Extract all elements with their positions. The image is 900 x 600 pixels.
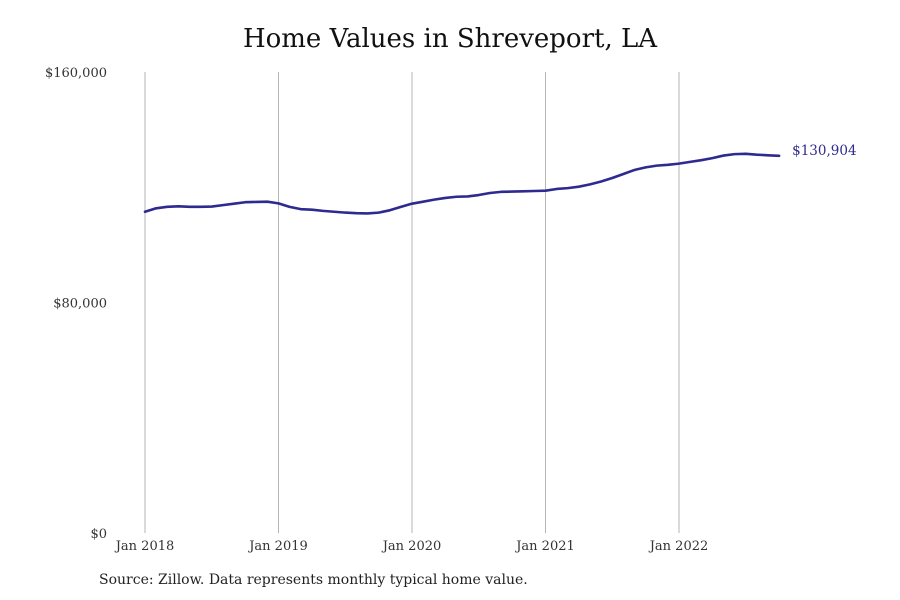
y-tick-label: $0 bbox=[90, 527, 107, 542]
x-tick-label: Jan 2022 bbox=[648, 539, 709, 554]
x-tick-label: Jan 2019 bbox=[247, 539, 308, 554]
gridlines bbox=[144, 72, 680, 533]
y-tick-label: $160,000 bbox=[45, 66, 107, 81]
chart-title: Home Values in Shreveport, LA bbox=[242, 24, 658, 54]
y-axis-ticks: $0 $80,000 $160,000 bbox=[45, 66, 107, 542]
home-value-line bbox=[143, 152, 781, 215]
y-tick-label: $80,000 bbox=[53, 297, 107, 312]
x-tick-label: Jan 2018 bbox=[114, 539, 175, 554]
end-value-label: $130,904 bbox=[792, 143, 856, 159]
source-note: Source: Zillow. Data represents monthly … bbox=[99, 572, 528, 588]
x-tick-label: Jan 2020 bbox=[381, 539, 442, 554]
x-tick-label: Jan 2021 bbox=[514, 539, 575, 554]
x-axis-ticks: Jan 2018 Jan 2019 Jan 2020 Jan 2021 Jan 2022 bbox=[114, 539, 709, 554]
